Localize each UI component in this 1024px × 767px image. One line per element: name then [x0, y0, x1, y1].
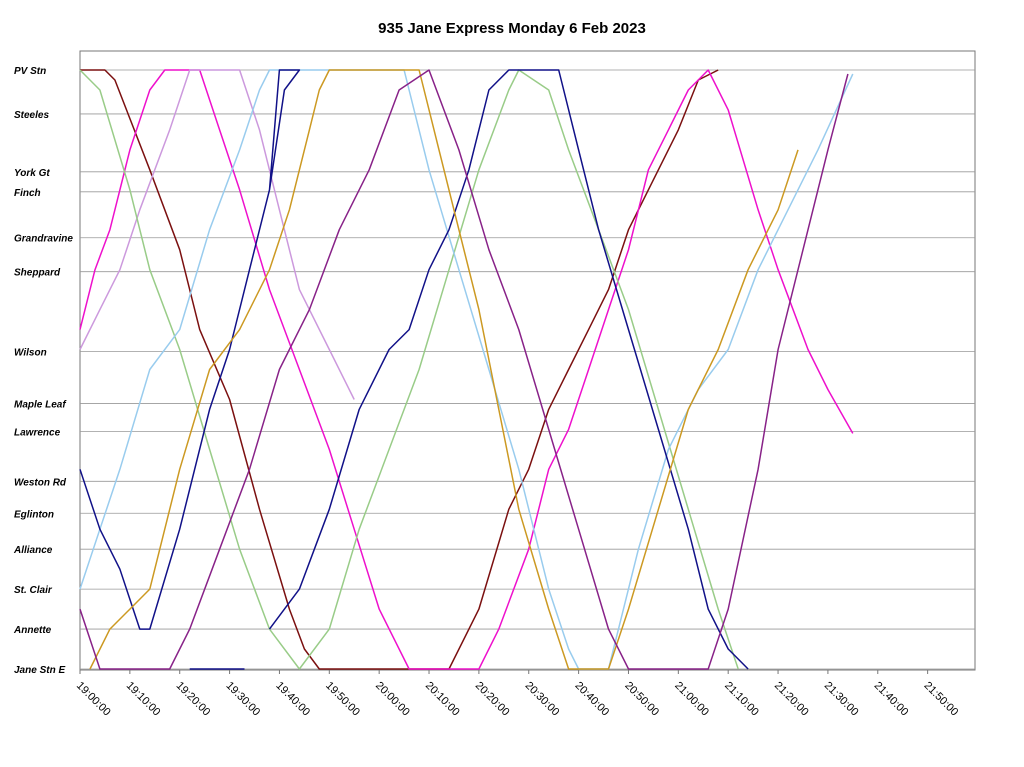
y-tick-label: Wilson	[14, 348, 47, 359]
x-tick-label: 20:00:00	[373, 680, 412, 719]
x-tick-label: 21:10:00	[722, 680, 761, 719]
y-tick-label: Lawrence	[14, 427, 61, 438]
y-tick-label: Annette	[13, 625, 52, 636]
y-tick-label: Maple Leaf	[14, 399, 67, 410]
series-line-1	[79, 69, 854, 670]
x-tick-label: 19:30:00	[223, 680, 262, 719]
y-tick-label: York Gt	[14, 168, 50, 179]
series-line-0	[80, 69, 719, 670]
series-line-5	[79, 69, 301, 630]
x-tick-label: 20:20:00	[473, 680, 512, 719]
y-tick-label: Jane Stn E	[14, 665, 65, 676]
series-line-8	[89, 69, 799, 670]
series-lines	[79, 69, 854, 670]
chart-title: 935 Jane Express Monday 6 Feb 2023	[378, 20, 646, 37]
x-axis-labels: 19:00:00 19:10:00 19:20:00 19:30:00 19:40:00…	[74, 670, 960, 718]
x-tick-label: 21:40:00	[872, 680, 911, 719]
series-line-3	[79, 69, 739, 670]
x-tick-label: 19:50:00	[323, 680, 362, 719]
x-tick-label: 21:20:00	[772, 680, 811, 719]
y-tick-label: Sheppard	[14, 268, 61, 279]
y-tick-label: Steeles	[14, 110, 49, 121]
x-tick-label: 20:50:00	[622, 680, 661, 719]
series-line-7	[268, 69, 749, 670]
y-tick-label: Grandravine	[14, 234, 73, 245]
x-tick-label: 19:00:00	[74, 680, 113, 719]
y-tick-label: Finch	[14, 188, 41, 199]
x-tick-label: 21:00:00	[672, 680, 711, 719]
series-line-4	[79, 69, 854, 670]
x-tick-label: 19:40:00	[273, 680, 312, 719]
gridlines	[80, 69, 975, 670]
series-line-2	[79, 69, 355, 400]
y-tick-label: Weston Rd	[14, 477, 67, 488]
x-tick-label: 20:40:00	[572, 680, 611, 719]
y-tick-label: St. Clair	[14, 585, 53, 596]
x-tick-label: 19:20:00	[174, 680, 213, 719]
y-tick-label: Alliance	[13, 545, 53, 556]
y-axis-labels: PV Stn Steeles York Gt Finch Grandravine Shep…	[13, 66, 73, 676]
x-tick-label: 20:30:00	[523, 680, 562, 719]
x-tick-label: 21:30:00	[822, 680, 861, 719]
x-tick-label: 21:50:00	[922, 680, 961, 719]
y-tick-label: PV Stn	[14, 66, 46, 77]
x-tick-label: 20:10:00	[423, 680, 462, 719]
series-line-9	[79, 69, 849, 670]
y-tick-label: Eglinton	[14, 509, 54, 520]
x-tick-label: 19:10:00	[124, 680, 163, 719]
